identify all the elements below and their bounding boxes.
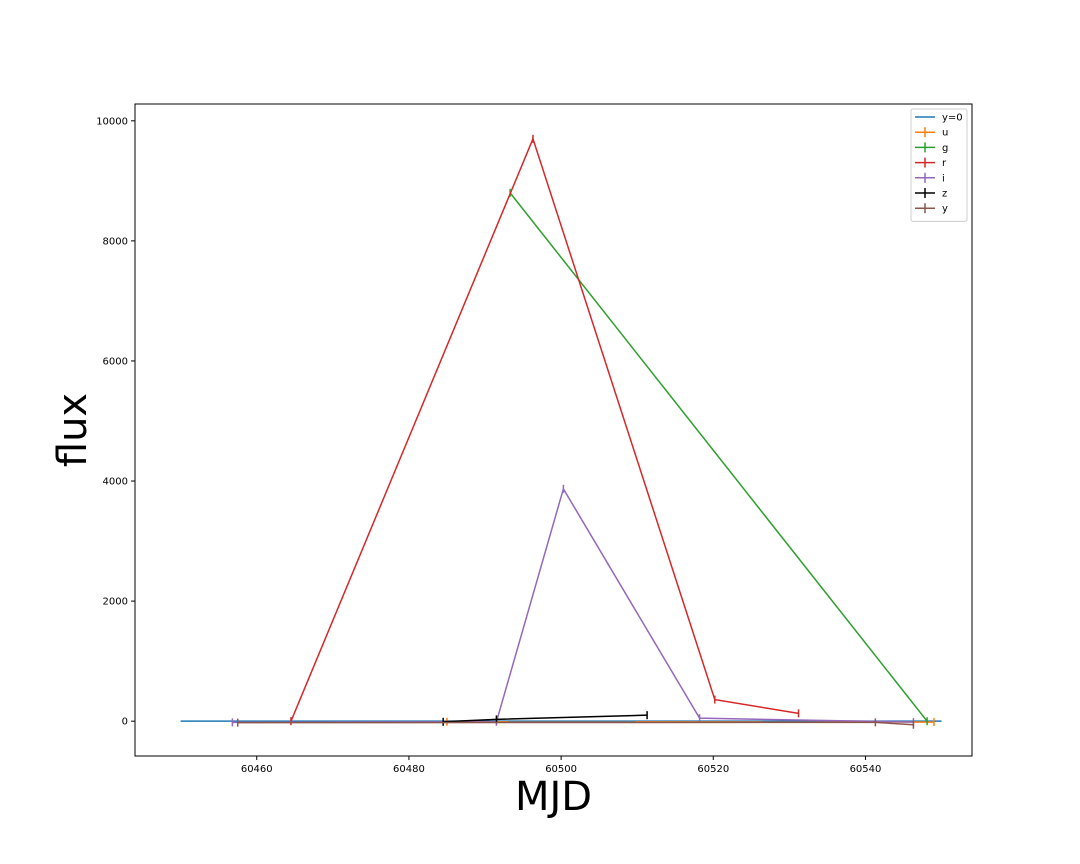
x-axis: 60460 60480 60500 60520 60540 xyxy=(241,756,882,775)
x-tick-label: 60520 xyxy=(697,764,729,775)
series-line-g xyxy=(509,192,928,722)
series-g xyxy=(509,188,928,726)
y-axis: 0 2000 4000 6000 8000 10000 xyxy=(96,116,135,728)
y-tick-label: 2000 xyxy=(103,597,128,608)
y-tick-label: 0 xyxy=(122,717,128,728)
legend-item-r: r xyxy=(915,157,947,169)
plot-series xyxy=(180,134,942,729)
series-r xyxy=(290,134,800,726)
y-tick-label: 4000 xyxy=(103,477,128,488)
legend-label: z xyxy=(942,189,947,200)
series-line-i xyxy=(232,486,914,724)
x-tick-label: 60480 xyxy=(393,764,425,775)
y-tick-label: 8000 xyxy=(103,236,128,247)
legend-item-y=0: y=0 xyxy=(915,113,963,124)
legend-item-y: y xyxy=(915,203,948,215)
x-axis-title: MJD xyxy=(515,774,592,820)
legend-item-z: z xyxy=(915,188,947,200)
legend-label: i xyxy=(942,173,945,184)
legend-label: r xyxy=(942,158,947,169)
x-tick-label: 60500 xyxy=(545,764,577,775)
y-tick-label: 10000 xyxy=(96,116,128,127)
x-tick-label: 60540 xyxy=(850,764,882,775)
series-line-y xyxy=(237,721,914,726)
legend-label: u xyxy=(942,128,948,139)
legend-label: y=0 xyxy=(942,113,963,124)
legend-item-i: i xyxy=(915,172,945,184)
legend-box xyxy=(910,108,968,222)
legend-label: y xyxy=(942,204,948,215)
legend-item-u: u xyxy=(915,127,948,139)
series-z xyxy=(442,711,648,726)
legend-item-g: g xyxy=(915,142,948,154)
plot-frame xyxy=(134,103,973,757)
x-tick-label: 60460 xyxy=(241,764,273,775)
series-i xyxy=(231,484,915,727)
legend-label: g xyxy=(942,143,948,154)
y-axis-title: flux xyxy=(50,393,96,467)
series-y xyxy=(236,718,915,729)
series-line-r xyxy=(290,136,799,722)
y-tick-label: 6000 xyxy=(103,356,128,367)
